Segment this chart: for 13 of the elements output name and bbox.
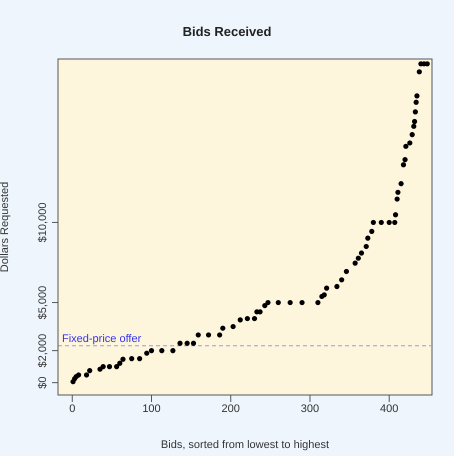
chart-title: Bids Received bbox=[182, 24, 272, 39]
x-axis-title: Bids, sorted from lowest to highest bbox=[160, 439, 330, 451]
x-tick-label: 100 bbox=[142, 402, 161, 415]
x-tick-label: 200 bbox=[222, 402, 240, 415]
y-tick-label: $10,000 bbox=[37, 202, 49, 242]
ref-line-label: Fixed-price offer bbox=[62, 332, 142, 345]
x-tick-label: 400 bbox=[380, 402, 398, 415]
y-tick-label: $0 bbox=[37, 376, 49, 389]
y-tick-label: $5,000 bbox=[37, 286, 49, 320]
y-axis-title: Dollars Requested bbox=[0, 182, 11, 272]
x-tick-label: 0 bbox=[69, 402, 76, 415]
x-tick-label: 300 bbox=[300, 402, 320, 415]
y-tick-label: $2,000 bbox=[37, 334, 49, 368]
